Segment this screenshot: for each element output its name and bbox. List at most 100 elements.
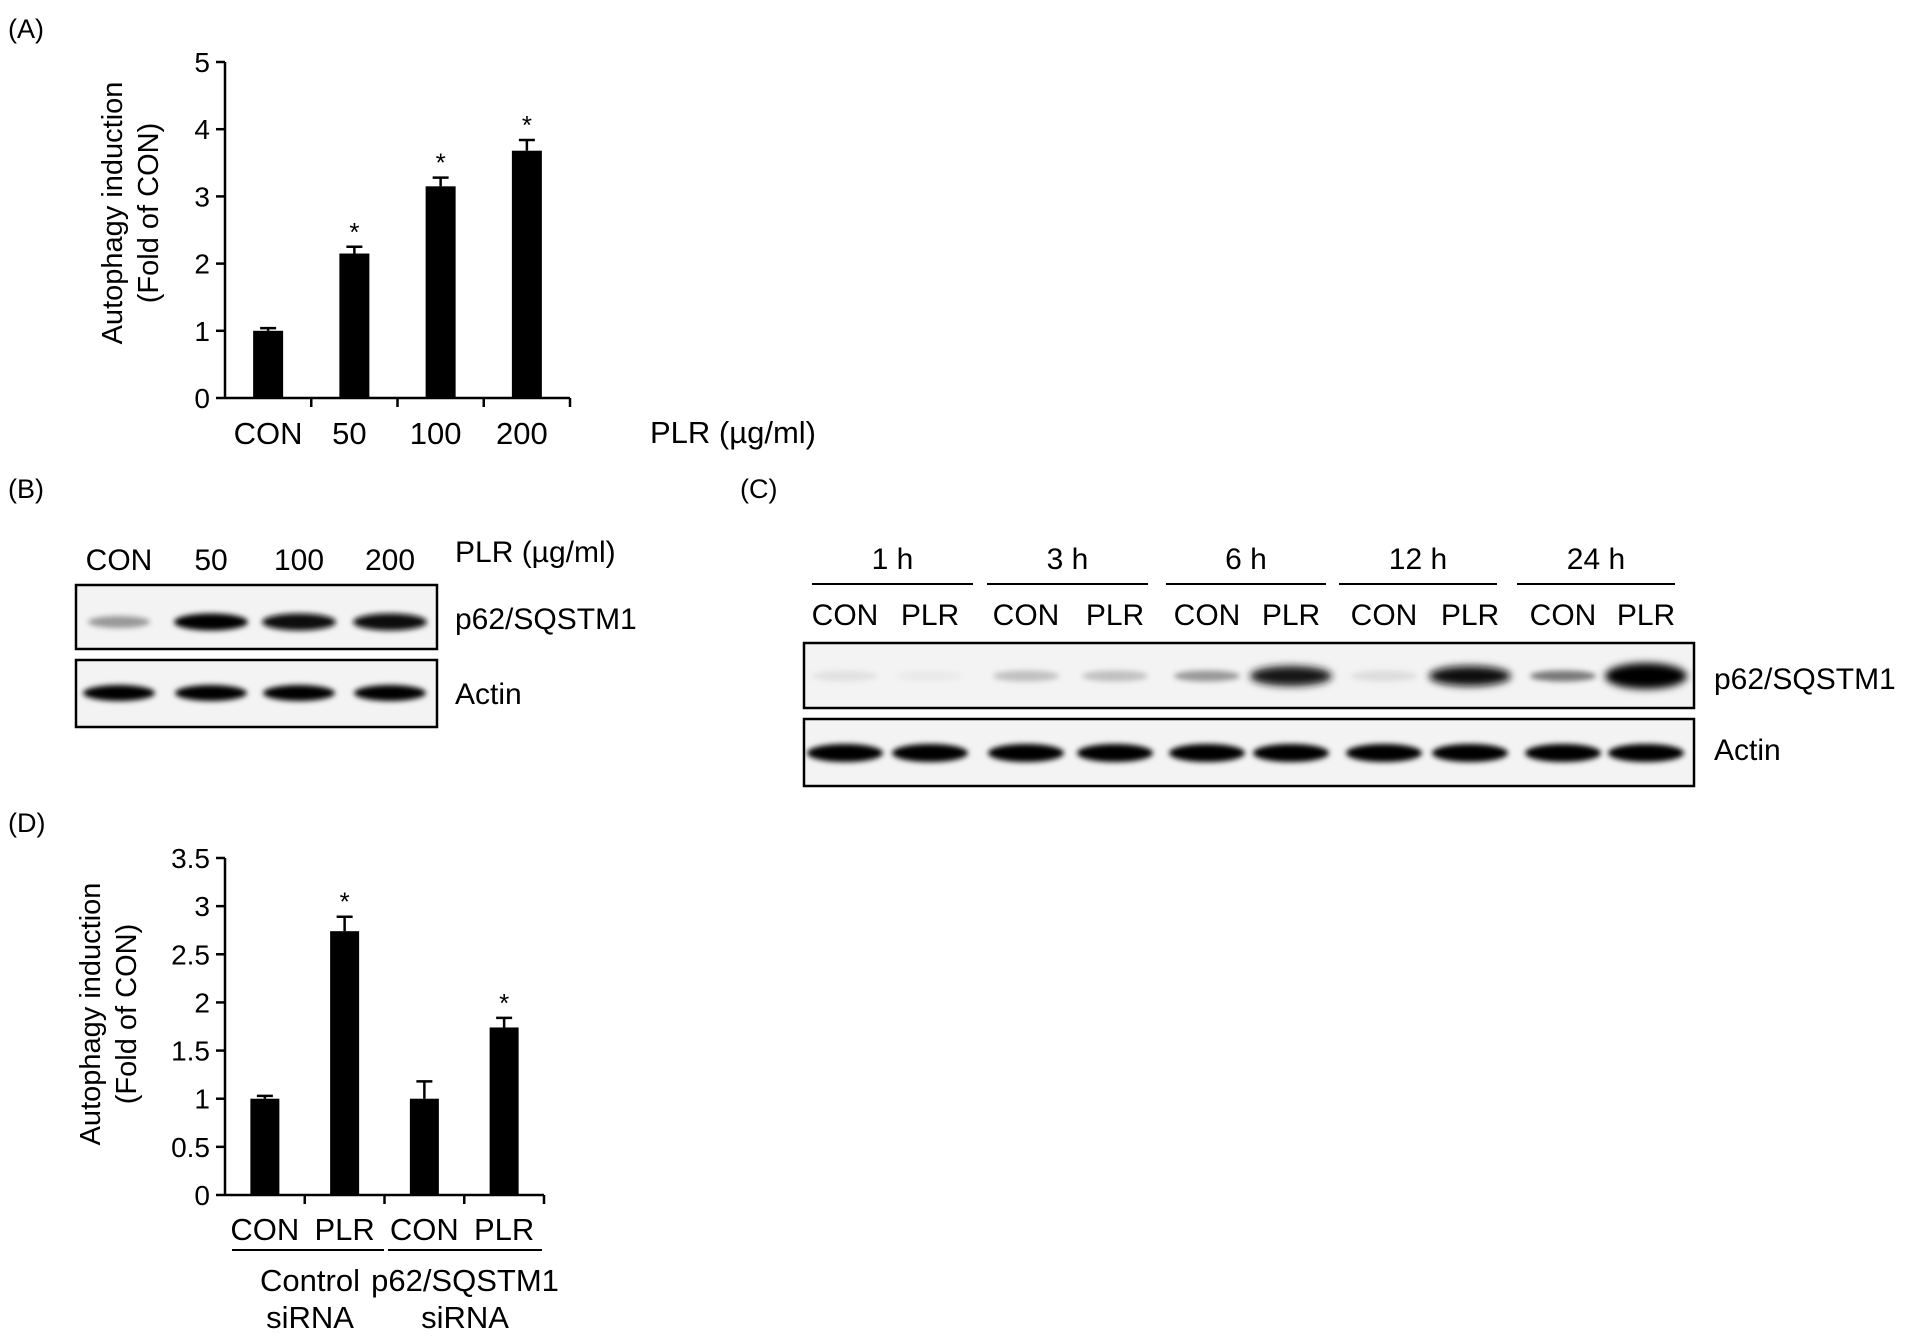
blot-c-lane-label: CON — [993, 599, 1060, 632]
blot-c-p62-band — [1174, 670, 1240, 682]
chart-a-ylabel-line1: Autophagy induction — [97, 82, 129, 345]
blot-c-actin-band — [1077, 744, 1153, 762]
blot-c-timepoint-label: 24 h — [1567, 543, 1625, 576]
blot-b-p62-band — [262, 613, 336, 631]
chart-d-group-label: Control — [260, 1263, 360, 1298]
blot-b-p62-band — [353, 613, 427, 631]
blot-c-p62-label: p62/SQSTM1 — [1714, 663, 1896, 696]
blot-c-timepoint-label: 6 h — [1225, 543, 1267, 576]
chart-d-group-label: p62/SQSTM1 — [371, 1263, 559, 1298]
chart-d-significance-mark: * — [499, 988, 509, 1018]
chart-a: Autophagy induction (Fold of CON) PLR (µ… — [97, 47, 816, 451]
blot-c-p62-band — [1082, 670, 1148, 682]
blot-b-lane-label: CON — [86, 544, 153, 577]
chart-a-xlabel: PLR (µg/ml) — [650, 415, 816, 450]
blot-c-lane-label: CON — [1351, 599, 1418, 632]
blot-c-lane-label: CON — [1174, 599, 1241, 632]
chart-d-significance-mark: * — [340, 887, 350, 917]
blot-c-p62-band — [812, 670, 878, 682]
blot-c: p62/SQSTM1 Actin 1 h 3 h 6 h 12 h 24 h CON PLR… — [802, 543, 1896, 788]
chart-a-ytick-label: 5 — [194, 47, 210, 78]
chart-a-bar — [425, 186, 456, 398]
blot-b: PLR (µg/ml) p62/SQSTM1 Actin CON 50 100 200 — [74, 536, 637, 729]
chart-a-ytick-label: 1 — [194, 316, 210, 347]
chart-a-significance-mark: * — [522, 110, 532, 140]
chart-a-bar — [253, 330, 284, 398]
blot-c-lane-label: PLR — [1441, 599, 1499, 632]
chart-d-ytick-label: 2.5 — [171, 939, 210, 970]
blot-c-p62-band — [897, 670, 963, 682]
blot-c-p62-band — [1429, 666, 1511, 686]
blot-c-p62-band — [1351, 670, 1417, 682]
chart-a-bar — [339, 253, 370, 398]
chart-a-significance-mark: * — [436, 148, 446, 178]
chart-d-category-label: CON — [390, 1212, 459, 1247]
blot-b-lane-label: 100 — [274, 544, 324, 577]
chart-a-ytick-label: 2 — [194, 249, 210, 280]
blot-c-actin-label: Actin — [1714, 734, 1781, 767]
blot-c-lane-label: PLR — [1086, 599, 1144, 632]
chart-a-ytick-label: 4 — [194, 114, 210, 145]
chart-a-ytick-label: 0 — [194, 383, 210, 414]
chart-a-ylabel-line2: (Fold of CON) — [133, 123, 165, 303]
blot-c-p62-band — [1250, 666, 1332, 686]
chart-a-bar — [511, 150, 542, 398]
blot-c-actin-band — [892, 744, 968, 762]
panel-label-c: (C) — [740, 474, 777, 504]
chart-d-category-label: PLR — [474, 1212, 534, 1247]
chart-a-category-label: 200 — [496, 416, 548, 451]
chart-d-bar — [330, 931, 360, 1195]
blot-b-actin-label: Actin — [455, 678, 522, 711]
panel-label-d: (D) — [8, 808, 45, 838]
panel-label-b: (B) — [8, 474, 44, 504]
blot-b-actin-band — [175, 685, 247, 701]
chart-a-significance-mark: * — [349, 217, 359, 247]
blot-b-actin-band — [263, 685, 335, 701]
chart-d: Autophagy induction (Fold of CON) 0 0.5 1 1… — [75, 843, 559, 1335]
blot-b-actin-band — [83, 685, 155, 701]
blot-c-actin-band — [1169, 744, 1245, 762]
blot-b-lane-label: 200 — [365, 544, 415, 577]
blot-c-lane-label: PLR — [1617, 599, 1675, 632]
blot-c-actin-band — [988, 744, 1064, 762]
chart-d-ylabel-line2: (Fold of CON) — [111, 924, 143, 1104]
blot-c-actin-band — [1525, 744, 1601, 762]
blot-c-lane-label: CON — [1530, 599, 1597, 632]
chart-d-ytick-label: 1.5 — [171, 1036, 210, 1067]
blot-b-p62-band — [88, 616, 150, 628]
blot-c-p62-band — [1530, 670, 1596, 682]
blot-b-p62-band — [174, 613, 248, 631]
panel-label-a: (A) — [8, 14, 44, 44]
blot-c-actin-band — [1432, 744, 1508, 762]
blot-c-timepoint-label: 3 h — [1047, 543, 1089, 576]
blot-b-treatment-label: PLR (µg/ml) — [455, 536, 616, 569]
chart-d-bar — [409, 1098, 439, 1195]
blot-c-actin-band — [1608, 744, 1684, 762]
blot-c-actin-band — [807, 744, 883, 762]
blot-c-actin-band — [1253, 744, 1329, 762]
chart-d-bar — [250, 1098, 280, 1195]
chart-d-ytick-label: 0 — [194, 1180, 210, 1211]
chart-d-ytick-label: 3 — [194, 891, 210, 922]
blot-c-p62-band — [993, 670, 1059, 682]
blot-c-p62-band — [1605, 663, 1687, 689]
blot-b-p62-label: p62/SQSTM1 — [455, 603, 637, 636]
chart-d-bar — [489, 1027, 519, 1195]
chart-d-category-label: PLR — [314, 1212, 374, 1247]
blot-b-lane-label: 50 — [194, 544, 227, 577]
chart-a-category-label: CON — [234, 416, 303, 451]
chart-d-ytick-label: 2 — [194, 987, 210, 1018]
blot-b-actin-band — [354, 685, 426, 701]
chart-d-ytick-label: 0.5 — [171, 1132, 210, 1163]
chart-d-ylabel-line1: Autophagy induction — [75, 883, 107, 1146]
blot-c-actin-band — [1346, 744, 1422, 762]
chart-a-category-label: 50 — [332, 416, 366, 451]
blot-c-timepoint-label: 1 h — [872, 543, 914, 576]
blot-c-lane-label: PLR — [901, 599, 959, 632]
chart-d-ytick-label: 1 — [194, 1084, 210, 1115]
chart-a-ytick-label: 3 — [194, 181, 210, 212]
blot-c-lane-label: CON — [812, 599, 879, 632]
blot-c-timepoint-label: 12 h — [1389, 543, 1447, 576]
blot-c-lane-label: PLR — [1262, 599, 1320, 632]
